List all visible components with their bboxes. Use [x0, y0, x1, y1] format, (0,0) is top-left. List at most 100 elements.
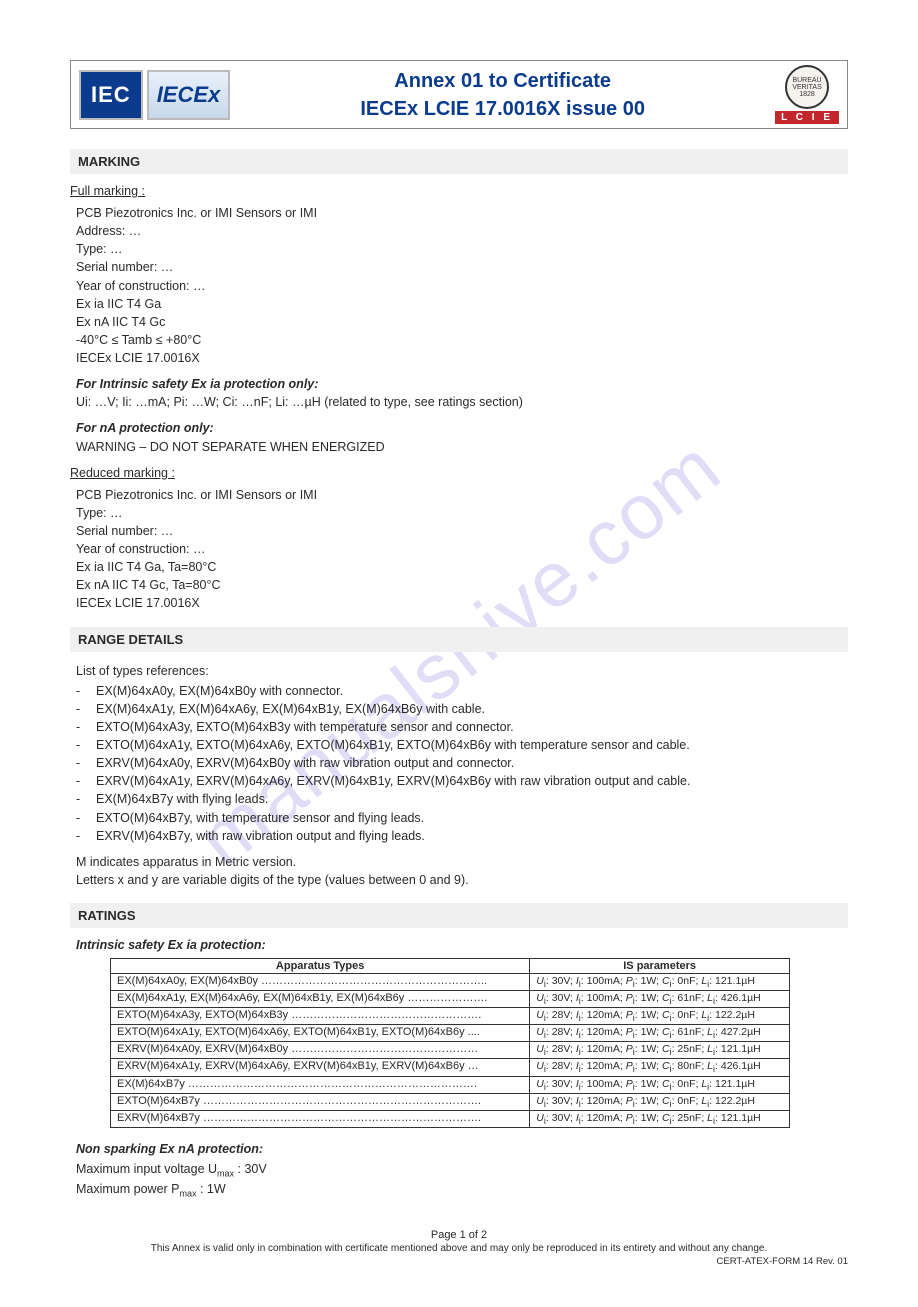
footer-form-id: CERT-ATEX-FORM 14 Rev. 01 — [70, 1256, 848, 1267]
bureau-veritas-seal-icon: BUREAU VERITAS 1828 — [785, 65, 829, 109]
type-list-text: EXRV(M)64xB7y, with raw vibration output… — [96, 827, 425, 845]
type-list-text: EXRV(M)64xA0y, EXRV(M)64xB0y with raw vi… — [96, 754, 514, 772]
type-list-text: EXTO(M)64xB7y, with temperature sensor a… — [96, 809, 424, 827]
ratings-col-params: IS parameters — [530, 959, 790, 974]
params-cell: Ui: 28V; Ii: 120mA; Pi: 1W; Ci: 61nF; Li… — [530, 1025, 790, 1042]
params-cell: Ui: 28V; Ii: 120mA; Pi: 1W; Ci: 80nF; Li… — [530, 1059, 790, 1076]
lcie-bar: L C I E — [775, 111, 839, 124]
reduced-marking-body: PCB Piezotronics Inc. or IMI Sensors or … — [76, 486, 848, 613]
params-cell: Ui: 30V; Ii: 120mA; Pi: 1W; Ci: 25nF; Li… — [530, 1110, 790, 1127]
page-number: Page 1 of 2 — [70, 1229, 848, 1241]
marking-line: Serial number: … — [76, 258, 848, 276]
apparatus-cell: EXRV(M)64xA0y, EXRV(M)64xB0y ……………………………… — [111, 1042, 530, 1059]
ratings-col-types: Apparatus Types — [111, 959, 530, 974]
type-list-text: EX(M)64xB7y with flying leads. — [96, 790, 268, 808]
marking-line: PCB Piezotronics Inc. or IMI Sensors or … — [76, 204, 848, 222]
type-list-item: -EXTO(M)64xB7y, with temperature sensor … — [76, 809, 848, 827]
table-row: EXTO(M)64xB7y ………………………………………………………………….… — [111, 1093, 790, 1110]
marking-line: Ex ia IIC T4 Ga — [76, 295, 848, 313]
title-line-2: IECEx LCIE 17.0016X issue 00 — [230, 95, 775, 123]
marking-line: Ex nA IIC T4 Gc — [76, 313, 848, 331]
marking-line: PCB Piezotronics Inc. or IMI Sensors or … — [76, 486, 848, 504]
nonsparking-line: Maximum input voltage Umax : 30V — [76, 1160, 848, 1181]
dash-icon: - — [76, 718, 96, 736]
params-cell: Ui: 30V; Ii: 100mA; Pi: 1W; Ci: 61nF; Li… — [530, 991, 790, 1008]
page-footer: Page 1 of 2 This Annex is valid only in … — [70, 1229, 848, 1267]
type-list-text: EXRV(M)64xA1y, EXRV(M)64xA6y, EXRV(M)64x… — [96, 772, 690, 790]
intrinsic-protection-label: Intrinsic safety Ex ia protection: — [76, 938, 848, 952]
dash-icon: - — [76, 827, 96, 845]
table-row: EXRV(M)64xA1y, EXRV(M)64xA6y, EXRV(M)64x… — [111, 1059, 790, 1076]
marking-line: Serial number: … — [76, 522, 848, 540]
dash-icon: - — [76, 809, 96, 827]
type-list-item: -EX(M)64xA0y, EX(M)64xB0y with connector… — [76, 682, 848, 700]
iecex-logo-icon: IECEx — [147, 70, 231, 120]
ratings-heading: RATINGS — [70, 903, 848, 928]
type-list: -EX(M)64xA0y, EX(M)64xB0y with connector… — [76, 682, 848, 845]
apparatus-cell: EXRV(M)64xB7y …………………………………………………………………. — [111, 1110, 530, 1127]
params-cell: Ui: 30V; Ii: 100mA; Pi: 1W; Ci: 0nF; Li:… — [530, 1076, 790, 1093]
params-cell: Ui: 30V; Ii: 120mA; Pi: 1W; Ci: 0nF; Li:… — [530, 1093, 790, 1110]
range-heading: RANGE DETAILS — [70, 627, 848, 652]
bv-lcie-logo: BUREAU VERITAS 1828 L C I E — [775, 65, 839, 124]
apparatus-cell: EXTO(M)64xA3y, EXTO(M)64xB3y ……………………………… — [111, 1008, 530, 1025]
marking-line: Type: … — [76, 504, 848, 522]
na-only-label: For nA protection only: — [76, 421, 214, 435]
nonsparking-label: Non sparking Ex nA protection: — [76, 1142, 848, 1156]
dash-icon: - — [76, 754, 96, 772]
table-row: EX(M)64xA0y, EX(M)64xB0y ………………………………………… — [111, 974, 790, 991]
dash-icon: - — [76, 682, 96, 700]
range-note-2: Letters x and y are variable digits of t… — [76, 873, 469, 887]
table-row: EXTO(M)64xA3y, EXTO(M)64xB3y ……………………………… — [111, 1008, 790, 1025]
logos-left: IEC IECEx — [79, 70, 230, 120]
marking-line: Type: … — [76, 240, 848, 258]
marking-line: IECEx LCIE 17.0016X — [76, 349, 848, 367]
type-list-item: -EXTO(M)64xA3y, EXTO(M)64xB3y with tempe… — [76, 718, 848, 736]
type-list-item: -EXRV(M)64xB7y, with raw vibration outpu… — [76, 827, 848, 845]
table-row: EX(M)64xB7y …………………………………………………………………….U… — [111, 1076, 790, 1093]
full-marking-label: Full marking : — [70, 184, 848, 198]
footer-note: This Annex is valid only in combination … — [70, 1243, 848, 1254]
table-row: EXRV(M)64xA0y, EXRV(M)64xB0y ……………………………… — [111, 1042, 790, 1059]
apparatus-cell: EXTO(M)64xA1y, EXTO(M)64xA6y, EXTO(M)64x… — [111, 1025, 530, 1042]
apparatus-cell: EX(M)64xA0y, EX(M)64xB0y ………………………………………… — [111, 974, 530, 991]
range-intro: List of types references: — [76, 662, 848, 680]
type-list-item: -EX(M)64xB7y with flying leads. — [76, 790, 848, 808]
type-list-text: EXTO(M)64xA1y, EXTO(M)64xA6y, EXTO(M)64x… — [96, 736, 690, 754]
marking-line: Year of construction: … — [76, 540, 848, 558]
apparatus-cell: EX(M)64xB7y ……………………………………………………………………. — [111, 1076, 530, 1093]
marking-line: Address: … — [76, 222, 848, 240]
params-cell: Ui: 28V; Ii: 120mA; Pi: 1W; Ci: 0nF; Li:… — [530, 1008, 790, 1025]
type-list-text: EX(M)64xA1y, EX(M)64xA6y, EX(M)64xB1y, E… — [96, 700, 485, 718]
certificate-header: IEC IECEx Annex 01 to Certificate IECEx … — [70, 60, 848, 129]
type-list-item: -EXRV(M)64xA0y, EXRV(M)64xB0y with raw v… — [76, 754, 848, 772]
dash-icon: - — [76, 772, 96, 790]
range-note-1: M indicates apparatus in Metric version. — [76, 855, 296, 869]
full-marking-body: PCB Piezotronics Inc. or IMI Sensors or … — [76, 204, 848, 367]
header-title: Annex 01 to Certificate IECEx LCIE 17.00… — [230, 67, 775, 123]
table-row: EXRV(M)64xB7y ………………………………………………………………….… — [111, 1110, 790, 1127]
type-list-text: EX(M)64xA0y, EX(M)64xB0y with connector. — [96, 682, 343, 700]
params-cell: Ui: 28V; Ii: 120mA; Pi: 1W; Ci: 25nF; Li… — [530, 1042, 790, 1059]
apparatus-cell: EXTO(M)64xB7y …………………………………………………………………. — [111, 1093, 530, 1110]
marking-heading: MARKING — [70, 149, 848, 174]
ratings-table: Apparatus Types IS parameters EX(M)64xA0… — [110, 958, 790, 1128]
marking-line: -40°C ≤ Tamb ≤ +80°C — [76, 331, 848, 349]
marking-line: Ex nA IIC T4 Gc, Ta=80°C — [76, 576, 848, 594]
apparatus-cell: EX(M)64xA1y, EX(M)64xA6y, EX(M)64xB1y, E… — [111, 991, 530, 1008]
type-list-item: -EXRV(M)64xA1y, EXRV(M)64xA6y, EXRV(M)64… — [76, 772, 848, 790]
marking-line: Year of construction: … — [76, 277, 848, 295]
nonsparking-body: Maximum input voltage Umax : 30VMaximum … — [76, 1160, 848, 1201]
apparatus-cell: EXRV(M)64xA1y, EXRV(M)64xA6y, EXRV(M)64x… — [111, 1059, 530, 1076]
params-cell: Ui: 30V; Ii: 100mA; Pi: 1W; Ci: 0nF; Li:… — [530, 974, 790, 991]
dash-icon: - — [76, 700, 96, 718]
nonsparking-line: Maximum power Pmax : 1W — [76, 1180, 848, 1201]
dash-icon: - — [76, 736, 96, 754]
title-line-1: Annex 01 to Certificate — [230, 67, 775, 95]
marking-line: Ex ia IIC T4 Ga, Ta=80°C — [76, 558, 848, 576]
reduced-marking-label: Reduced marking : — [70, 466, 848, 480]
dash-icon: - — [76, 790, 96, 808]
table-row: EXTO(M)64xA1y, EXTO(M)64xA6y, EXTO(M)64x… — [111, 1025, 790, 1042]
type-list-text: EXTO(M)64xA3y, EXTO(M)64xB3y with temper… — [96, 718, 514, 736]
type-list-item: -EXTO(M)64xA1y, EXTO(M)64xA6y, EXTO(M)64… — [76, 736, 848, 754]
